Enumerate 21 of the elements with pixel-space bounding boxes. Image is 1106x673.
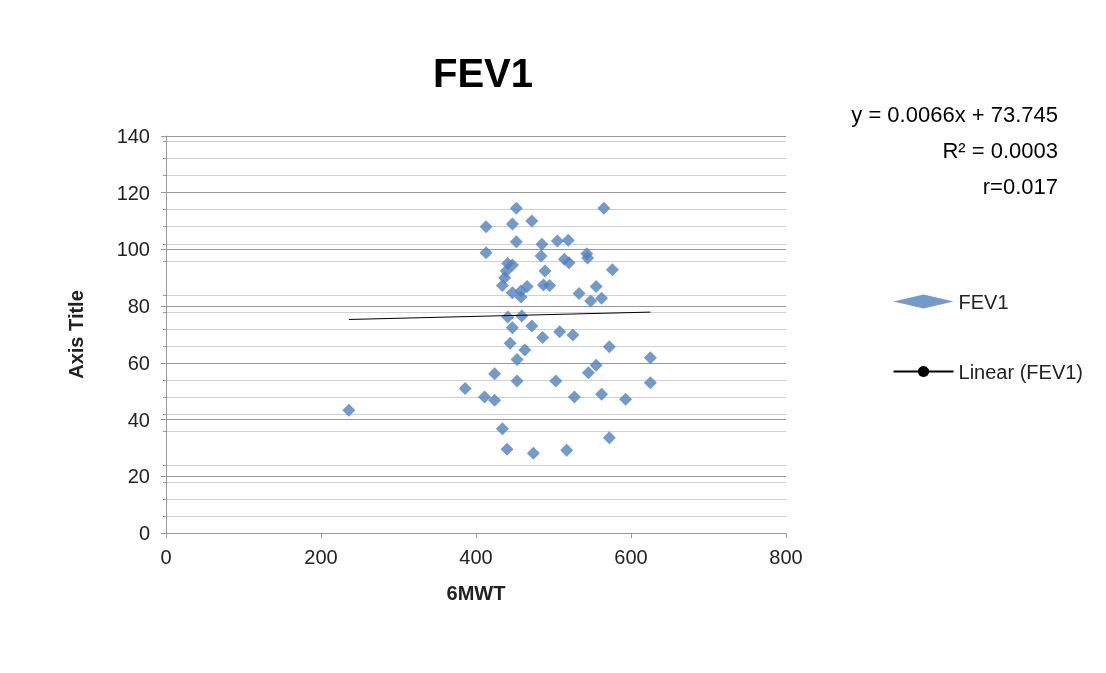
text: R² = 0.0003 xyxy=(942,137,1058,163)
y-tick-label: 40 xyxy=(127,408,150,431)
legend-label: FEV1 xyxy=(958,290,1009,313)
y-tick-label: 0 xyxy=(138,522,150,544)
y-axis-title: Axis Title xyxy=(65,290,87,379)
text: r=0.017 xyxy=(982,173,1058,199)
x-tick-label: 200 xyxy=(304,546,338,568)
x-tick-label: 600 xyxy=(614,546,648,568)
y-tick-label: 20 xyxy=(127,465,150,488)
y-tick-label: 100 xyxy=(116,238,150,261)
x-tick-label: 400 xyxy=(459,546,493,568)
y-tick-label: 80 xyxy=(127,295,150,318)
x-tick-label: 0 xyxy=(160,546,172,568)
y-tick-label: 140 xyxy=(116,125,150,147)
y-tick-label: 120 xyxy=(116,181,150,204)
y-tick-label: 60 xyxy=(127,351,150,374)
chart-title: FEV1 xyxy=(432,51,534,95)
legend-label: Linear (FEV1) xyxy=(958,360,1084,383)
x-tick-label: 800 xyxy=(769,546,803,568)
text: y = 0.0066x + 73.745 xyxy=(851,101,1059,127)
x-axis-title: 6MWT xyxy=(446,582,506,604)
